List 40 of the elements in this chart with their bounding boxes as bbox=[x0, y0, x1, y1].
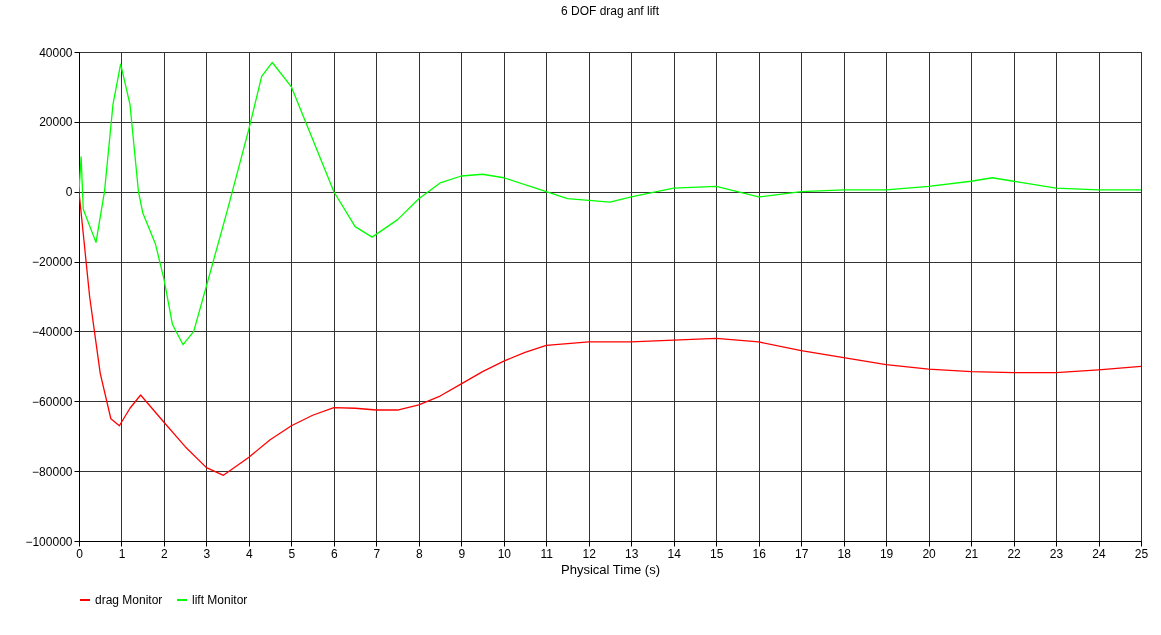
x-tick-label: 19 bbox=[879, 546, 894, 561]
y-tick-label: −80000 bbox=[32, 464, 73, 479]
legend-label: drag Monitor bbox=[95, 593, 163, 607]
y-tick-label: 40000 bbox=[39, 45, 73, 60]
x-tick-label: 1 bbox=[118, 546, 126, 561]
x-tick-label: 11 bbox=[540, 546, 554, 561]
line-series bbox=[79, 61, 1141, 346]
x-tick-label: 15 bbox=[710, 546, 724, 561]
y-tick-label: −20000 bbox=[32, 255, 73, 270]
x-tick-label: 20 bbox=[922, 546, 937, 561]
x-tick-label: 25 bbox=[1134, 546, 1149, 561]
y-tick-label: −40000 bbox=[32, 324, 73, 339]
x-tick-label: 9 bbox=[458, 546, 466, 561]
x-tick-label: 4 bbox=[246, 546, 254, 561]
y-tick-label: 0 bbox=[65, 185, 73, 200]
x-tick-label: 7 bbox=[373, 546, 381, 561]
x-tick-label: 24 bbox=[1092, 546, 1107, 561]
y-tick-label: −100000 bbox=[25, 534, 73, 549]
x-tick-label: 10 bbox=[497, 546, 512, 561]
x-tick-label: 8 bbox=[416, 546, 423, 561]
x-tick-label: 6 bbox=[331, 546, 339, 561]
y-tick-label: 20000 bbox=[39, 115, 73, 130]
x-tick-label: 3 bbox=[203, 546, 211, 561]
x-tick-label: 16 bbox=[752, 546, 767, 561]
x-tick-label: 21 bbox=[964, 546, 979, 561]
x-tick-label: 12 bbox=[582, 546, 597, 561]
x-tick-label: 14 bbox=[667, 546, 682, 561]
x-tick-label: 5 bbox=[288, 546, 296, 561]
line-series bbox=[79, 191, 1141, 476]
x-tick-label: 23 bbox=[1049, 546, 1064, 561]
x-tick-label: 18 bbox=[837, 546, 852, 561]
x-tick-label: 22 bbox=[1007, 546, 1022, 561]
y-tick-label: −60000 bbox=[32, 394, 73, 409]
chart-title: 6 DOF drag anf lift bbox=[560, 4, 660, 18]
x-tick-label: 13 bbox=[625, 546, 639, 561]
x-tick-label: 2 bbox=[161, 546, 169, 561]
legend-label: lift Monitor bbox=[192, 593, 248, 607]
x-tick-label: 0 bbox=[76, 546, 84, 561]
x-axis-title: Physical Time (s) bbox=[561, 561, 660, 577]
x-tick-label: 17 bbox=[794, 546, 809, 561]
